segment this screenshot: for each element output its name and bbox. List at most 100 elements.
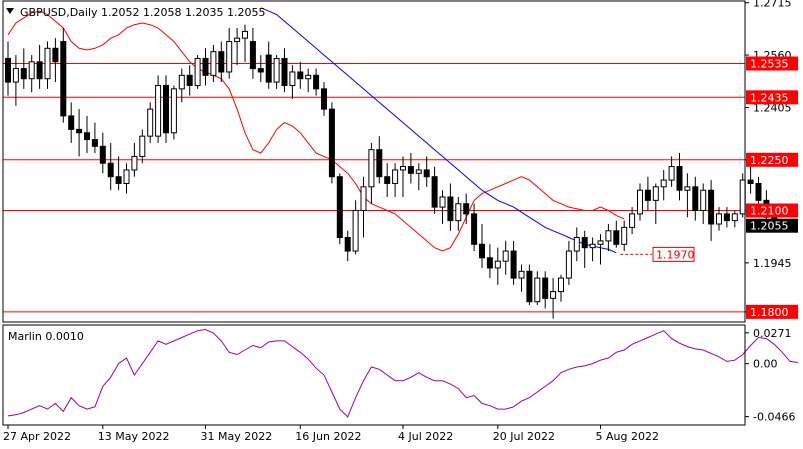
x-tick-label: 20 Jul 2022 xyxy=(493,430,555,443)
candle-body xyxy=(60,41,67,117)
candle-body xyxy=(226,41,233,73)
level-label-box xyxy=(746,152,798,167)
candle xyxy=(755,176,762,208)
candle xyxy=(613,220,620,248)
candle-body xyxy=(471,213,478,245)
candle xyxy=(178,68,185,103)
candle-body xyxy=(210,51,217,76)
candle xyxy=(558,274,564,302)
candle xyxy=(218,41,225,83)
candle xyxy=(202,48,209,86)
candle-body xyxy=(455,203,462,222)
candle-body xyxy=(716,213,722,225)
candle xyxy=(28,55,35,93)
candle xyxy=(265,41,272,89)
candle-body xyxy=(131,155,138,171)
candle-body xyxy=(28,61,35,80)
candle xyxy=(210,44,217,83)
candle xyxy=(52,38,59,83)
current-price-label: 1.2055 xyxy=(750,220,789,233)
candle xyxy=(550,278,557,319)
candle xyxy=(415,163,422,191)
candle-body xyxy=(202,57,209,76)
candle-body xyxy=(289,71,296,86)
candle xyxy=(91,122,98,154)
candle-body xyxy=(123,169,130,184)
candle xyxy=(463,193,470,225)
candle-body xyxy=(273,57,280,83)
candle xyxy=(407,153,414,184)
candle xyxy=(565,240,572,285)
candle xyxy=(360,176,367,238)
ind-y-tick-label: 0.00 xyxy=(753,358,778,371)
candle-body xyxy=(5,57,11,83)
candle xyxy=(242,24,248,62)
indicator-layer: Marlin 0.0010 xyxy=(7,328,799,418)
ind-y-tick-label: 0.0271 xyxy=(753,327,792,340)
candle-body xyxy=(297,71,304,80)
candle-body xyxy=(218,51,225,73)
candle xyxy=(155,75,162,143)
candle xyxy=(234,28,241,66)
indicator-title: Marlin 0.0010 xyxy=(8,330,84,343)
frames xyxy=(2,0,746,426)
candle xyxy=(273,55,280,89)
candle-body xyxy=(344,237,351,252)
candle xyxy=(692,176,699,221)
candle xyxy=(170,85,177,140)
candle xyxy=(731,210,738,228)
marlin-line xyxy=(7,328,799,418)
triangle-down-icon[interactable] xyxy=(6,8,14,14)
candle xyxy=(352,200,359,255)
candle xyxy=(684,173,691,218)
axis-layer: 1.27151.25601.24051.22501.21001.19451.18… xyxy=(3,0,798,443)
candle-body xyxy=(84,132,90,141)
candle-body xyxy=(613,230,620,245)
candle xyxy=(431,166,438,214)
candle xyxy=(629,207,636,235)
moving-averages xyxy=(7,7,625,254)
candle xyxy=(139,129,146,164)
candle xyxy=(542,271,549,309)
candle-body xyxy=(605,230,612,242)
symbol-header-text: GBPUSD,Daily 1.2052 1.2058 1.2035 1.2055 xyxy=(20,6,265,19)
candle xyxy=(423,156,430,187)
candle xyxy=(581,230,588,268)
candle xyxy=(68,102,75,143)
candle-body xyxy=(249,41,256,70)
level-label: 1.2250 xyxy=(750,154,789,167)
ma-slow-line xyxy=(260,7,617,254)
candle xyxy=(597,234,604,265)
candle-body xyxy=(518,270,525,279)
candle xyxy=(502,240,509,275)
candle xyxy=(573,227,580,262)
candle-body xyxy=(368,149,375,188)
candle xyxy=(739,173,746,218)
candle-body xyxy=(99,145,106,164)
candle xyxy=(534,271,541,306)
candle xyxy=(76,109,83,157)
candle-body xyxy=(692,186,699,211)
candle-body xyxy=(629,213,636,228)
candle xyxy=(376,136,383,184)
candle-body xyxy=(147,108,154,137)
candle xyxy=(336,173,343,245)
level-label-box xyxy=(746,56,798,71)
candle-body xyxy=(194,57,201,86)
candle xyxy=(5,41,11,96)
level-label-box xyxy=(746,304,798,319)
candle-body xyxy=(91,139,98,147)
ind-y-tick-label: -0.0466 xyxy=(753,411,795,424)
candle-body xyxy=(447,196,454,222)
candle-body xyxy=(257,68,264,73)
candle-body xyxy=(313,74,320,90)
candle-body xyxy=(739,179,746,215)
candle xyxy=(621,220,628,252)
candle-body xyxy=(731,213,738,222)
ma-fast-line xyxy=(7,10,625,252)
candle xyxy=(313,68,320,96)
candle xyxy=(637,183,643,221)
candle-body xyxy=(376,149,383,178)
candle xyxy=(328,102,335,184)
